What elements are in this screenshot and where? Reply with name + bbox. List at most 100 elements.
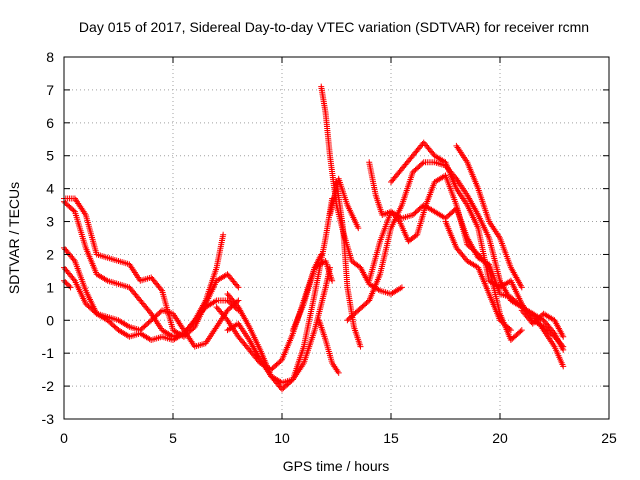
plus-marker — [475, 225, 492, 282]
plus-marker — [551, 330, 566, 352]
plus-marker — [357, 343, 364, 350]
plus-marker — [377, 227, 394, 278]
plus-marker — [71, 277, 88, 306]
plus-marker — [289, 302, 307, 334]
series-track-19 — [453, 142, 525, 291]
plus-marker — [115, 281, 131, 290]
plus-marker — [453, 142, 470, 164]
plus-marker — [464, 258, 480, 270]
plus-marker — [93, 310, 109, 320]
x-tick-label: 20 — [492, 430, 508, 446]
plus-marker — [82, 211, 100, 256]
x-tick-label: 25 — [601, 430, 617, 446]
plus-marker — [507, 264, 524, 289]
plus-marker — [191, 340, 207, 350]
plus-marker — [442, 218, 459, 250]
plus-marker — [350, 323, 363, 348]
chart-title: Day 015 of 2017, Sidereal Day-to-day VTE… — [79, 19, 589, 35]
y-tick-label: 5 — [46, 148, 54, 164]
plus-marker — [104, 317, 121, 332]
series-track-11 — [316, 317, 342, 376]
plus-marker — [518, 300, 535, 322]
y-tick-label: -3 — [42, 411, 55, 427]
plus-marker — [159, 307, 175, 317]
plus-marker — [344, 308, 360, 324]
plus-marker — [529, 310, 546, 323]
plus-marker — [355, 298, 371, 314]
plus-marker — [235, 304, 252, 329]
plus-marker — [126, 261, 143, 283]
plus-marker — [159, 333, 175, 343]
series-track-18 — [442, 218, 514, 334]
plus-marker — [148, 334, 164, 344]
plus-marker — [329, 360, 341, 375]
plus-marker — [335, 369, 342, 376]
plus-marker — [540, 310, 556, 323]
axis-ticks — [63, 56, 610, 420]
plus-marker — [420, 139, 437, 158]
plus-marker — [507, 327, 514, 334]
plus-marker — [340, 225, 351, 289]
grid-lines — [64, 57, 609, 419]
plus-marker — [398, 284, 405, 291]
plus-marker — [213, 233, 226, 271]
plus-marker — [115, 327, 131, 339]
plus-marker — [377, 287, 393, 297]
plus-marker — [453, 175, 470, 197]
plus-marker — [93, 271, 110, 283]
plus-marker — [82, 244, 99, 276]
plus-marker — [137, 275, 153, 284]
plus-marker — [497, 290, 513, 300]
plus-marker — [246, 337, 263, 362]
plus-marker — [453, 244, 470, 263]
plus-marker — [311, 286, 329, 334]
y-tick-label: 8 — [46, 49, 54, 65]
plus-marker — [191, 299, 208, 324]
plus-marker — [486, 235, 503, 282]
y-tick-label: 1 — [46, 279, 54, 295]
plus-marker — [355, 225, 362, 232]
y-tick-labels: -3 -2 -1 0 1 2 3 4 5 6 7 8 — [42, 49, 55, 427]
plus-marker — [202, 325, 219, 347]
x-tick-labels: 0 5 10 15 20 25 — [60, 430, 617, 446]
plus-marker — [235, 333, 252, 352]
y-tick-label: 6 — [46, 115, 54, 131]
plus-marker — [507, 328, 524, 344]
plus-marker — [224, 317, 241, 339]
plus-marker — [475, 264, 492, 296]
plus-marker — [396, 218, 411, 243]
plus-marker — [442, 159, 459, 190]
plus-marker — [137, 297, 153, 316]
plus-marker — [486, 277, 502, 290]
plus-marker — [224, 290, 241, 309]
plus-marker — [366, 240, 383, 284]
plus-marker — [475, 211, 492, 240]
plus-marker — [551, 317, 566, 339]
series-track-21 — [529, 310, 567, 353]
plus-marker — [235, 284, 242, 291]
plus-marker — [279, 377, 295, 393]
series-track-13 — [326, 175, 362, 232]
plus-marker — [235, 320, 252, 342]
plus-marker — [289, 345, 307, 383]
plus-marker — [202, 298, 219, 311]
plus-marker — [388, 208, 402, 224]
plus-marker — [137, 318, 153, 334]
plus-marker — [180, 327, 197, 348]
plus-marker — [316, 317, 329, 342]
plus-marker — [540, 327, 557, 348]
plus-marker — [431, 173, 447, 186]
plus-marker — [431, 159, 447, 169]
plot-frame — [63, 56, 610, 420]
plus-marker — [560, 333, 567, 340]
plus-marker — [475, 185, 492, 223]
plus-marker — [322, 109, 333, 157]
plus-marker — [268, 357, 284, 373]
series-track-3 — [61, 231, 227, 344]
plus-marker — [507, 277, 524, 306]
plus-marker — [442, 206, 459, 222]
series-track-7 — [224, 195, 336, 393]
plus-marker — [398, 154, 415, 172]
plus-marker — [246, 346, 262, 365]
